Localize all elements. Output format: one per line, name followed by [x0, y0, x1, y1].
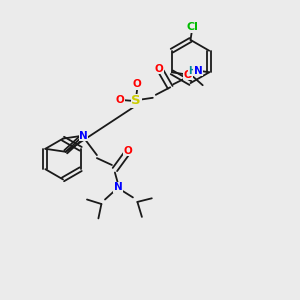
Text: N: N — [113, 182, 122, 193]
Text: N: N — [194, 66, 203, 76]
Text: N: N — [79, 130, 88, 141]
Text: O: O — [133, 79, 142, 89]
Text: S: S — [131, 94, 141, 107]
Text: H: H — [188, 66, 196, 76]
Text: O: O — [154, 64, 163, 74]
Text: Cl: Cl — [186, 22, 198, 32]
Text: O: O — [184, 70, 193, 80]
Text: O: O — [116, 95, 124, 105]
Text: O: O — [123, 146, 132, 156]
